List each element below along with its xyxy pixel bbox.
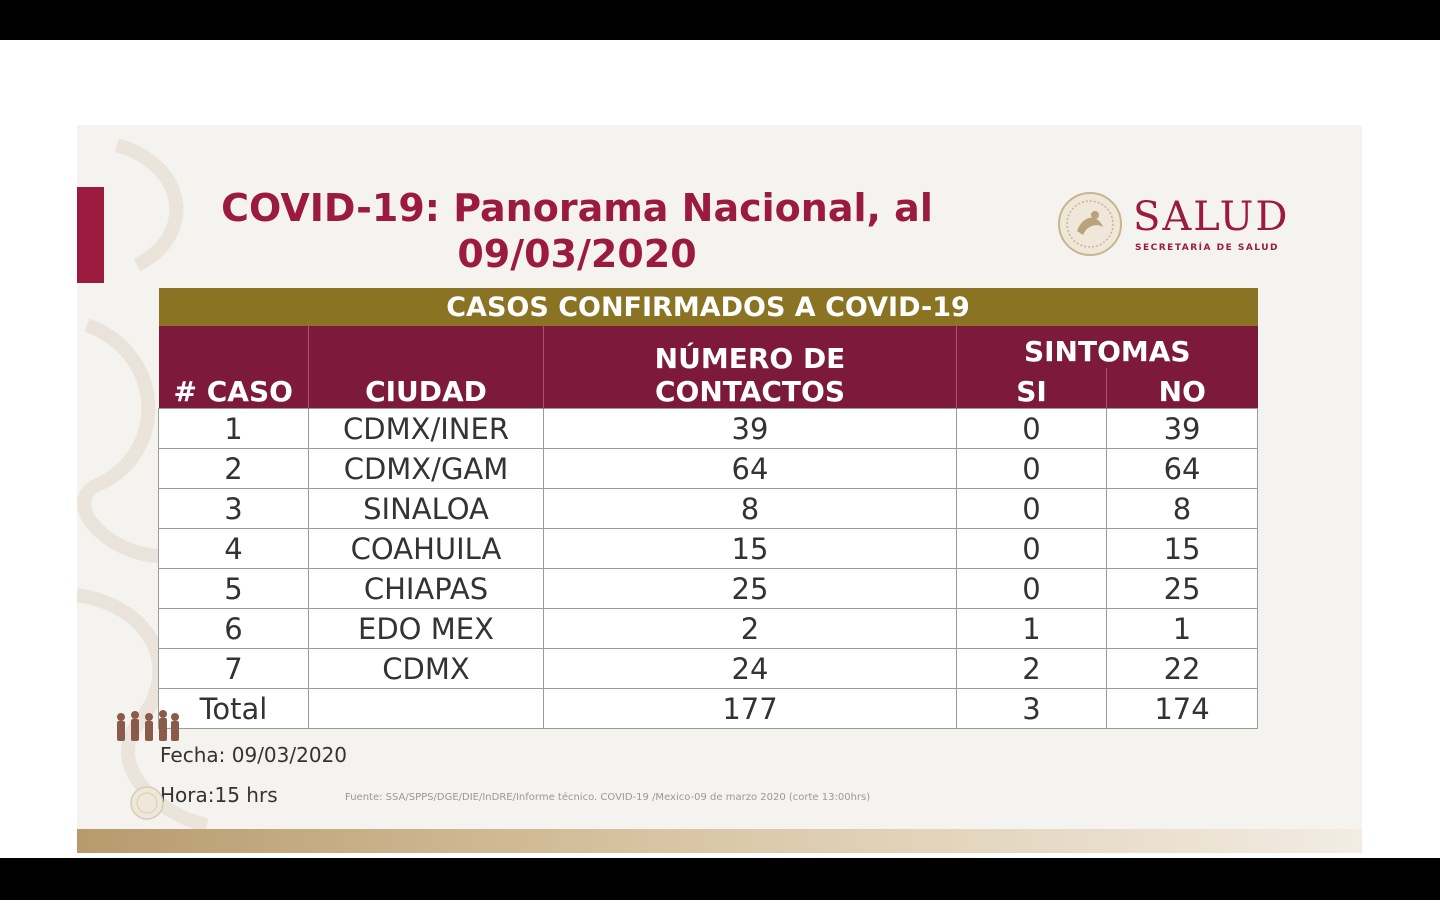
cell-no: 8 [1105,488,1259,529]
header-ciudad: CIUDAD [308,326,544,409]
header-contactos: NÚMERO DE CONTACTOS [543,326,957,409]
table-row: 7 CDMX 24 2 22 [158,648,1259,689]
cell-ciudad: CDMX/GAM [308,448,544,489]
logo-subtitle: SECRETARÍA DE SALUD [1135,243,1279,253]
cell-si: 1 [956,608,1107,649]
header-no: NO [1105,368,1258,409]
cell-contactos: 64 [543,448,957,489]
cell-si: 0 [956,488,1107,529]
header-si: SI [956,368,1107,409]
title-line-2: 09/03/2020 [457,232,697,276]
cell-no: 15 [1105,528,1259,569]
footer-fecha: Fecha: 09/03/2020 [160,743,348,767]
title-line-1: COVID-19: Panorama Nacional, al [221,186,933,230]
cell-ciudad: CDMX [308,648,544,689]
cell-ciudad: SINALOA [308,488,544,529]
cell-si: 0 [956,408,1107,449]
cell-total-si: 3 [956,688,1107,729]
cell-no: 39 [1105,408,1259,449]
cell-caso: 6 [158,608,309,649]
footer-hora: Hora:15 hrs [160,783,278,807]
table-body: 1 CDMX/INER 39 0 39 2 CDMX/GAM 64 0 64 3… [158,408,1259,729]
cell-no: 25 [1105,568,1259,609]
table-band-row: CASOS CONFIRMADOS A COVID-19 [158,288,1258,326]
cell-contactos: 8 [543,488,957,529]
table-row: 5 CHIAPAS 25 0 25 [158,568,1259,609]
cell-ciudad: CDMX/INER [308,408,544,449]
salud-logo: SALUD SECRETARÍA DE SALUD [1057,191,1317,261]
slide: COVID-19: Panorama Nacional, al 09/03/20… [77,125,1362,853]
cell-total-contactos: 177 [543,688,957,729]
cell-contactos: 15 [543,528,957,569]
screen-frame: COVID-19: Panorama Nacional, al 09/03/20… [0,40,1440,858]
cell-total-label: Total [158,688,309,729]
logo-name: SALUD [1133,194,1290,240]
cell-ciudad: COAHUILA [308,528,544,569]
cell-caso: 3 [158,488,309,529]
cell-caso: 7 [158,648,309,689]
cell-ciudad: EDO MEX [308,608,544,649]
table-row: 6 EDO MEX 2 1 1 [158,608,1259,649]
cell-ciudad: CHIAPAS [308,568,544,609]
table-row: 4 COAHUILA 15 0 15 [158,528,1259,569]
cell-si: 2 [956,648,1107,689]
cell-contactos: 24 [543,648,957,689]
table-band-title: CASOS CONFIRMADOS A COVID-19 [158,288,1258,326]
table-row: 3 SINALOA 8 0 8 [158,488,1259,529]
cell-contactos: 25 [543,568,957,609]
cell-no: 22 [1105,648,1259,689]
seal-small-icon [130,786,164,820]
accent-bar [77,187,104,283]
header-contactos-line-2: CONTACTOS [655,375,845,408]
header-row-2: SI NO [159,368,1258,409]
mexico-seal-icon [1058,192,1122,256]
cell-caso: 1 [158,408,309,449]
bottom-gradient-bar [77,829,1362,853]
source-note: Fuente: SSA/SPPS/DGE/DIE/InDRE/Informe t… [345,792,871,803]
header-sintomas: SINTOMAS [955,326,1258,368]
page-title: COVID-19: Panorama Nacional, al 09/03/20… [167,185,987,277]
cell-caso: 4 [158,528,309,569]
cell-si: 0 [956,448,1107,489]
table-total-row: Total 177 3 174 [158,688,1259,729]
header-caso: # CASO [158,326,309,409]
cell-si: 0 [956,568,1107,609]
cell-si: 0 [956,528,1107,569]
cases-table: CASOS CONFIRMADOS A COVID-19 # CASO CIUD… [158,288,1259,729]
cell-total-no: 174 [1105,688,1259,729]
cell-contactos: 39 [543,408,957,449]
cell-caso: 5 [158,568,309,609]
cell-no: 1 [1105,608,1259,649]
cell-contactos: 2 [543,608,957,649]
header-contactos-line-1: NÚMERO DE [654,342,846,375]
cell-no: 64 [1105,448,1259,489]
cell-caso: 2 [158,448,309,489]
table-row: 2 CDMX/GAM 64 0 64 [158,448,1259,489]
cell-total-ciudad [308,688,544,729]
people-icon [117,710,179,741]
header-row-1: # CASO CIUDAD NÚMERO DE CONTACTOS SINTOM… [158,326,1258,409]
table-row: 1 CDMX/INER 39 0 39 [158,408,1259,449]
